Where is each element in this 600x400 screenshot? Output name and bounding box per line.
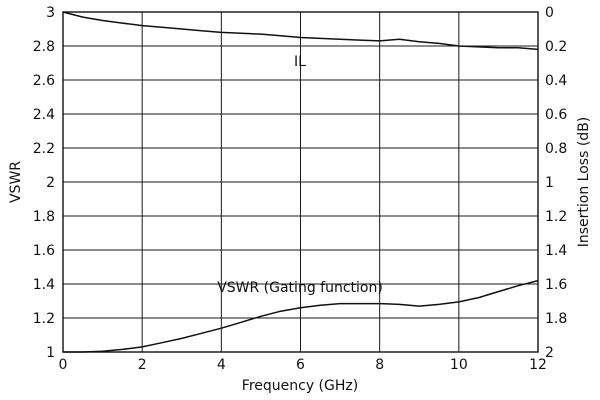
y-left-tick-label: 2.8 <box>33 39 55 55</box>
x-tick-label: 2 <box>138 357 147 373</box>
x-tick-label: 10 <box>450 357 468 373</box>
y-left-tick-label: 2.2 <box>33 141 55 157</box>
vswr-series-line <box>63 279 539 353</box>
y-left-tick-label: 2.4 <box>33 107 55 123</box>
y-right-tick-label: 0.2 <box>545 39 567 55</box>
y-right-axis-title: Insertion Loss (dB) <box>576 117 592 248</box>
y-left-tick-label: 1.6 <box>33 243 55 259</box>
vswr-annotation: VSWR (Gating function) <box>217 280 383 296</box>
il-series-line <box>62 11 539 51</box>
y-right-tick-label: 0.6 <box>545 107 567 123</box>
y-left-tick-label: 1.8 <box>33 209 55 225</box>
y-right-tick-label: 1 <box>545 175 554 191</box>
y-right-tick-label: 1.8 <box>545 311 567 327</box>
y-left-tick-label: 1.4 <box>33 277 55 293</box>
y-right-tick-label: 0 <box>545 5 554 21</box>
y-left-tick-label: 1 <box>46 345 55 361</box>
x-tick-label: 8 <box>375 357 384 373</box>
y-left-tick-label: 1.2 <box>33 311 55 327</box>
x-tick-label: 12 <box>529 357 547 373</box>
y-right-tick-label: 0.8 <box>545 141 567 157</box>
x-tick-label: 0 <box>59 357 68 373</box>
y-right-tick-label: 1.6 <box>545 277 567 293</box>
x-tick-label: 4 <box>217 357 226 373</box>
y-right-tick-label: 0.4 <box>545 73 567 89</box>
y-left-axis-title: VSWR <box>8 161 24 203</box>
x-axis-title: Frequency (GHz) <box>242 378 358 394</box>
il-annotation: IL <box>294 54 306 70</box>
y-right-tick-label: 1.2 <box>545 209 567 225</box>
data-series <box>62 11 539 353</box>
x-tick-label: 6 <box>296 357 305 373</box>
y-left-tick-label: 2 <box>46 175 55 191</box>
plot-frame <box>62 11 539 353</box>
y-left-tick-label: 3 <box>46 5 55 21</box>
y-left-tick-label: 2.6 <box>33 73 55 89</box>
y-right-tick-label: 1.4 <box>545 243 567 259</box>
y-right-tick-label: 2 <box>545 345 554 361</box>
